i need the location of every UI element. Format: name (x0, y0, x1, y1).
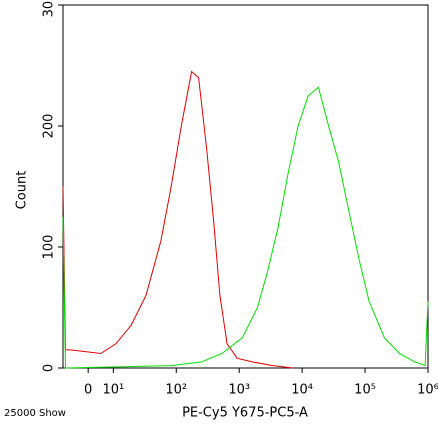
y-axis-label: Count (15, 171, 30, 210)
histogram-line (62, 70, 294, 369)
plot-frame (62, 4, 429, 369)
histogram-line (62, 86, 429, 369)
y-tick-label: 300 (42, 0, 57, 17)
x-tick-label: 10² (165, 383, 187, 398)
x-tick-label: 10⁶ (417, 383, 438, 398)
x-tick-label: 10³ (228, 383, 250, 398)
y-tick-label: 200 (42, 114, 57, 139)
x-tick-label: 10⁴ (291, 383, 313, 398)
x-tick-label: 10¹ (102, 383, 124, 398)
x-axis-label: PE-Cy5 Y675-PC5-A (182, 406, 308, 421)
x-tick-label: 0 (84, 383, 92, 398)
y-tick-label: 100 (42, 235, 57, 260)
y-tick-label: 0 (42, 364, 57, 372)
x-tick-label: 10⁵ (354, 383, 376, 398)
footnote: 25000 Show (4, 408, 66, 419)
